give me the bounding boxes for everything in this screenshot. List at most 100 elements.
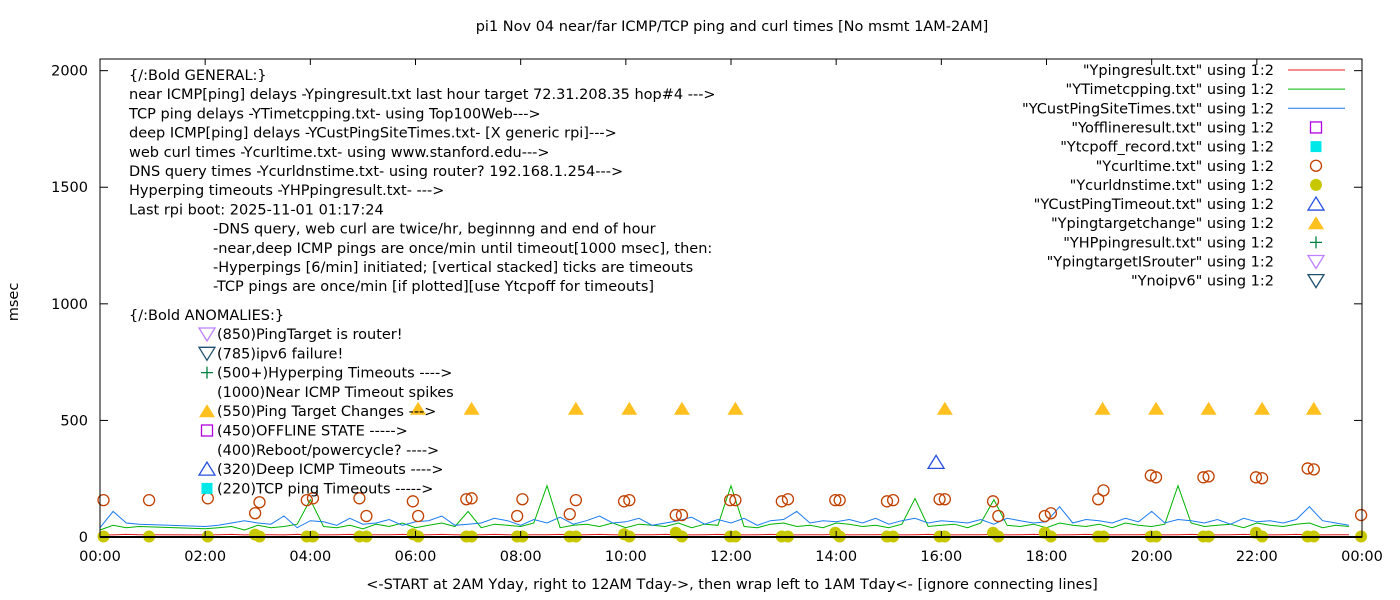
process-note-line: -DNS query, web curl are twice/hr, begin…	[213, 222, 656, 238]
series-5-point-30	[938, 493, 951, 506]
process-note-line: -TCP pings are once/min [if plotted][use…	[213, 279, 654, 295]
annotations: {/:Bold GENERAL:} near ICMP[ping] delays …	[128, 68, 716, 497]
anomaly-item: (500+)Hyperping Timeouts ---->	[217, 366, 452, 382]
series-5-point-1	[142, 494, 156, 507]
general-note-line: Hyperping timeouts -YHPpingresult.txt- -…	[129, 183, 444, 199]
series-8-point-2	[567, 401, 584, 415]
series-8-point-10	[1254, 401, 1271, 415]
series-8-point-8	[1148, 401, 1165, 415]
legend-marker-sample	[1310, 141, 1322, 153]
general-note-line: TCP ping delays -YTimetcpping.txt- using…	[128, 106, 541, 122]
anomaly-marker	[197, 346, 217, 362]
series-8-point-9	[1200, 401, 1217, 415]
legend-marker-sample	[1306, 254, 1326, 270]
series-5-point-4	[253, 496, 266, 509]
y-tick-label: 1000	[51, 297, 88, 313]
process-note-line: -near,deep ICMP pings are once/min until…	[213, 241, 712, 257]
series-5-point-5	[300, 494, 313, 507]
anomaly-marker	[200, 424, 214, 437]
y-tick-label: 0	[79, 530, 88, 546]
series-5-point-18	[623, 494, 636, 507]
series-5-point-24	[781, 493, 795, 506]
series-7-point-0	[926, 454, 946, 470]
series-5-point-0	[97, 494, 110, 507]
series-line-1	[99, 484, 1349, 531]
series-5-point-33	[1038, 509, 1051, 523]
series-5-point-11	[460, 493, 473, 506]
x-tick-label: 02:00	[184, 549, 226, 565]
series-5-point-43	[1301, 462, 1314, 475]
series-5-point-12	[465, 492, 478, 505]
chart-title: pi1 Nov 04 near/far ICMP/TCP ping and cu…	[476, 19, 989, 35]
legend-marker-sample	[1309, 121, 1323, 134]
legend-label: "Ytcpoff_record.txt" using 1:2	[1060, 140, 1274, 156]
x-tick-label: 06:00	[395, 549, 437, 565]
series-5-point-37	[1144, 469, 1157, 482]
series-line-2	[99, 505, 1349, 529]
anomaly-item: (550)Ping Target Changes --->	[217, 404, 436, 420]
series-5-point-23	[775, 495, 788, 508]
x-tick-label: 12:00	[710, 549, 752, 565]
legend-label: "YpingtargetISrouter" using 1:2	[1047, 255, 1274, 271]
anomaly-marker	[197, 327, 217, 343]
x-tick-label: 14:00	[815, 549, 857, 565]
legend-marker-sample	[1308, 216, 1324, 230]
series-8-point-11	[1305, 401, 1322, 415]
series-5-point-17	[617, 495, 631, 508]
series-5-point-45	[1354, 508, 1368, 522]
series-5-point-28	[886, 494, 900, 507]
anomaly-item: (220)TCP ping Timeouts ----->	[217, 481, 433, 497]
series-5-point-15	[563, 507, 576, 521]
x-tick-label: 04:00	[289, 549, 331, 565]
general-note-line: near ICMP[ping] delays -Ypingresult.txt …	[129, 87, 716, 103]
anomaly-marker	[201, 482, 213, 494]
anomaly-item: (1000)Near ICMP Timeout spikes	[217, 385, 454, 401]
series-5-point-31	[986, 495, 1000, 508]
legend-label: "Yofflineresult.txt" using 1:2	[1071, 120, 1274, 136]
legend-label: "Ycurltime.txt" using 1:2	[1096, 159, 1274, 175]
series-5-point-14	[516, 493, 529, 506]
legend-marker-sample	[1306, 273, 1326, 289]
x-tick-label: 18:00	[1026, 549, 1068, 565]
series-5-point-35	[1092, 493, 1105, 506]
series-8-point-7	[1094, 401, 1111, 415]
series-5-point-20	[675, 508, 689, 522]
series-5-point-41	[1249, 471, 1263, 484]
series-5-point-8	[360, 509, 373, 523]
x-tick-label: 16:00	[920, 549, 962, 565]
series-5-point-36	[1097, 484, 1110, 497]
series-8-point-0	[410, 401, 427, 415]
anomaly-item: (850)PingTarget is router!	[217, 327, 403, 343]
series-5-point-34	[1044, 507, 1058, 520]
anomalies-title: {/:Bold ANOMALIES:}	[129, 308, 284, 324]
general-note-line: {/:Bold GENERAL:}	[129, 68, 267, 84]
series-5-point-27	[880, 495, 894, 508]
x-axis-label: <-START at 2AM Yday, right to 12AM Tday-…	[366, 577, 1098, 593]
series-5-point-2	[201, 492, 214, 505]
legend-label: "YTimetcpping.txt" using 1:2	[1066, 82, 1274, 98]
series-8-point-1	[463, 401, 480, 415]
y-axis-label: msec	[6, 283, 22, 322]
general-note-line: deep ICMP[ping] delays -YCustPingSiteTim…	[129, 126, 617, 142]
legend-label: "YHPpingresult.txt" using 1:2	[1063, 235, 1274, 251]
anomaly-marker	[201, 366, 213, 379]
legend-label: "Ynoipv6" using 1:2	[1131, 274, 1274, 290]
anomaly-item: (320)Deep ICMP Timeouts ---->	[217, 462, 444, 478]
series-5-point-13	[511, 509, 524, 523]
anomaly-item: (400)Reboot/powercycle? ---->	[217, 443, 439, 459]
y-tick-label: 2000	[51, 64, 88, 80]
x-tick-label: 20:00	[1131, 549, 1173, 565]
series-5-point-40	[1202, 470, 1215, 483]
legend-label: "Ypingtargetchange" using 1:2	[1051, 216, 1274, 232]
x-tick-label: 00:00	[79, 549, 121, 565]
series-8-point-3	[621, 401, 638, 415]
x-tick-label: 10:00	[605, 549, 647, 565]
legend: "Ypingresult.txt" using 1:2 "YTimetcpping…	[1022, 63, 1345, 290]
legend-marker-sample	[1310, 236, 1322, 249]
series-5-point-9	[406, 495, 420, 508]
series-5-point-10	[411, 509, 425, 523]
series-5-point-26	[833, 494, 846, 507]
series-5-point-19	[669, 508, 682, 522]
series-5-point-29	[933, 493, 946, 506]
